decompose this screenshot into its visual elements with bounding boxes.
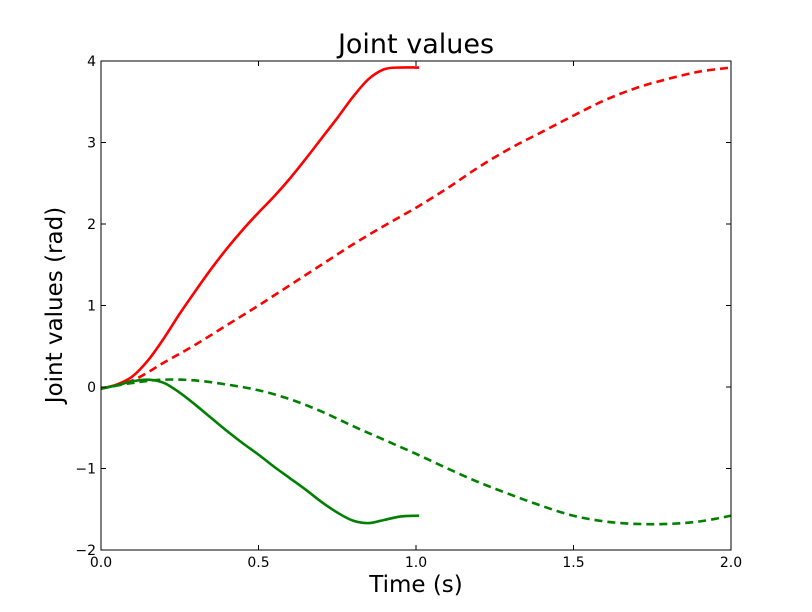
series-layer [100, 66, 732, 526]
y-tick-label: 3 [87, 136, 96, 152]
y-tick-label: 2 [87, 217, 96, 233]
x-tick-label: 0.0 [90, 555, 112, 571]
y-tick-label: 0 [87, 380, 96, 396]
y-tick-label: 1 [87, 299, 96, 315]
x-tick-label: 1.5 [562, 555, 584, 571]
plot-frame [100, 60, 732, 551]
y-tick-label: −1 [75, 462, 96, 478]
plot-area [101, 61, 731, 550]
series-line-1 [100, 66, 420, 390]
y-tick-label: 4 [87, 54, 96, 70]
series-line-4 [100, 378, 732, 526]
x-tick-label: 2.0 [720, 555, 742, 571]
x-axis-title: Time (s) [368, 572, 463, 598]
x-tick-label: 0.5 [247, 555, 269, 571]
series-line-2 [100, 66, 732, 390]
y-tick-label: −2 [75, 543, 96, 559]
y-axis-title: Joint values (rad) [42, 207, 68, 405]
chart-title: Joint values [336, 29, 494, 60]
x-tick-label: 1.0 [405, 555, 427, 571]
